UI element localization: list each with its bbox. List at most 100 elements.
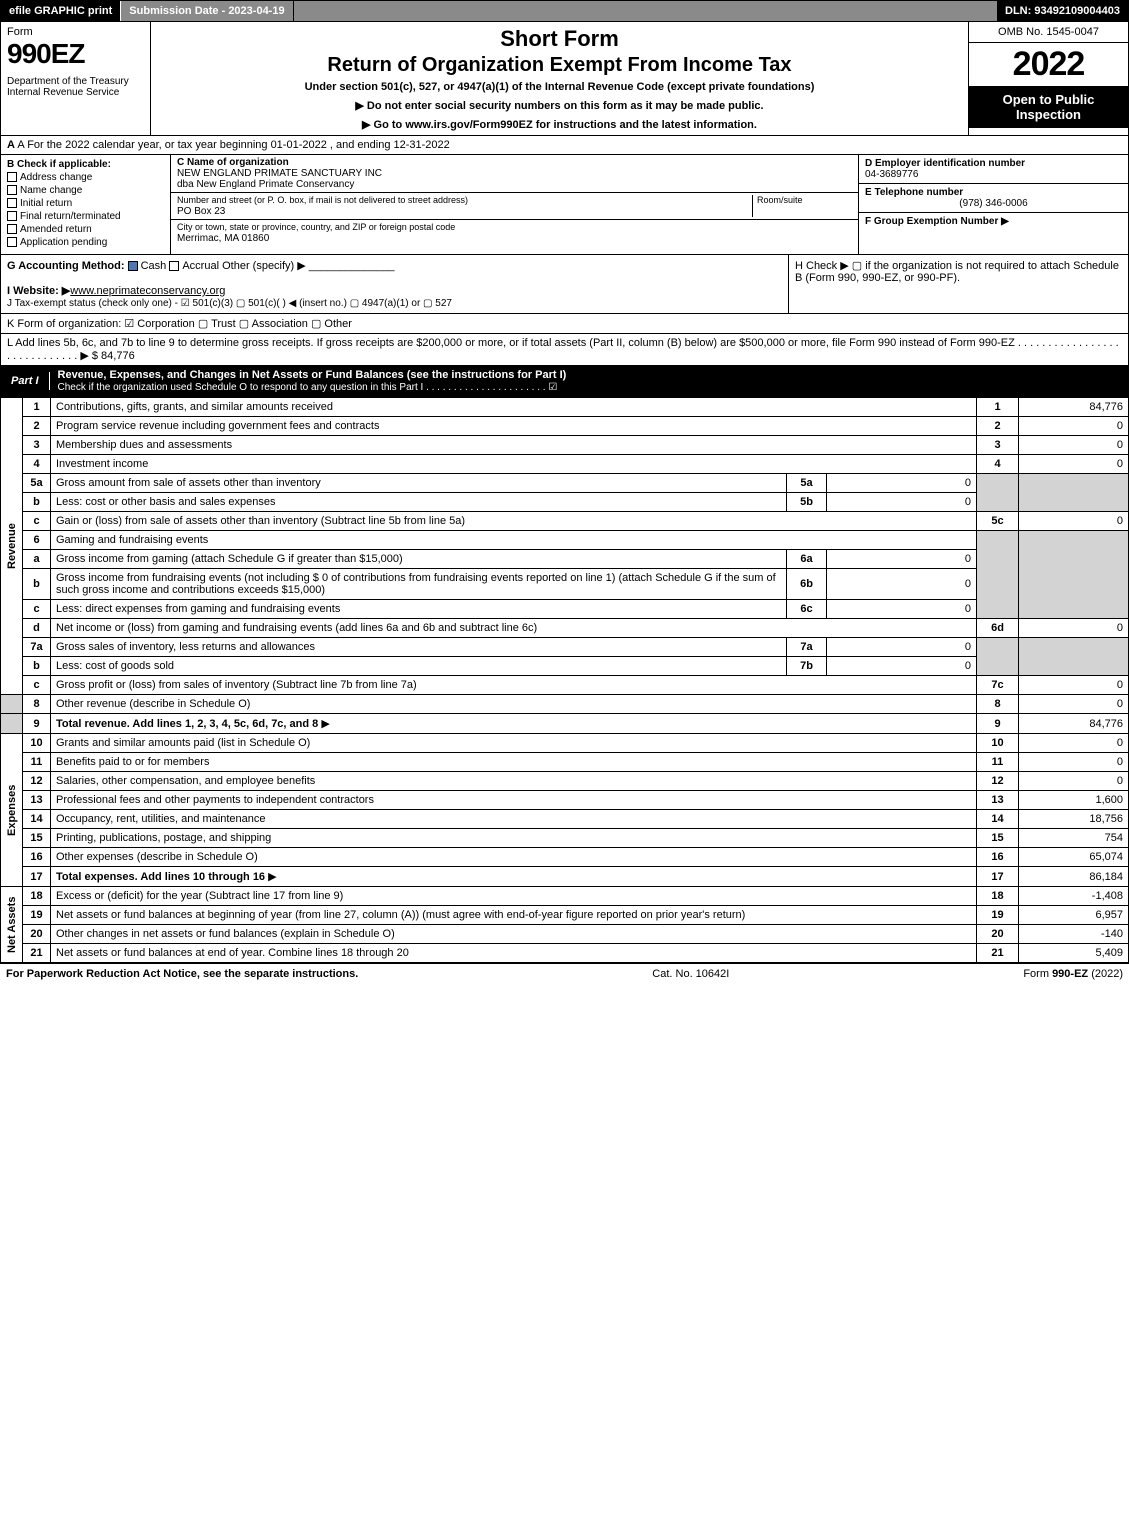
line-13-amt: 1,600	[1019, 791, 1129, 810]
line-5b-desc: Less: cost or other basis and sales expe…	[51, 493, 787, 512]
line-2-desc: Program service revenue including govern…	[51, 417, 977, 436]
row-g-label: G Accounting Method:	[7, 260, 125, 272]
chk-final-return[interactable]: Final return/terminated	[7, 211, 164, 222]
line-10-amt: 0	[1019, 734, 1129, 753]
footer-right: Form 990-EZ (2022)	[1023, 968, 1123, 980]
row-j: J Tax-exempt status (check only one) - ☑…	[7, 298, 452, 309]
box-b-label: B Check if applicable:	[7, 159, 111, 170]
ein-value: 04-3689776	[865, 169, 918, 180]
expenses-section-label: Expenses	[1, 734, 23, 887]
chk-accrual[interactable]	[169, 261, 179, 271]
phone-value: (978) 346-0006	[865, 198, 1122, 209]
netassets-section-label: Net Assets	[1, 887, 23, 963]
box-b: B Check if applicable: Address change Na…	[1, 155, 171, 254]
chk-amended-return[interactable]: Amended return	[7, 224, 164, 235]
form-number: 990EZ	[7, 38, 144, 70]
line-7b-sub: 0	[827, 657, 977, 676]
line-4-amt: 0	[1019, 455, 1129, 474]
line-12-amt: 0	[1019, 772, 1129, 791]
part-i-bar: Part I Revenue, Expenses, and Changes in…	[0, 366, 1129, 397]
line-16-amt: 65,074	[1019, 848, 1129, 867]
line-8-amt: 0	[1019, 695, 1129, 714]
part-i-label: Part I	[1, 372, 50, 390]
header-left: Form 990EZ Department of the Treasury In…	[1, 22, 151, 135]
line-15-amt: 754	[1019, 829, 1129, 848]
line-7c-desc: Gross profit or (loss) from sales of inv…	[51, 676, 977, 695]
form-word: Form	[7, 26, 144, 38]
line-2-amt: 0	[1019, 417, 1129, 436]
line-18-desc: Excess or (deficit) for the year (Subtra…	[51, 887, 977, 906]
line-19-amt: 6,957	[1019, 906, 1129, 925]
chk-address-change[interactable]: Address change	[7, 172, 164, 183]
website-value[interactable]: www.neprimateconservancy.org	[70, 285, 225, 297]
chk-application-pending[interactable]: Application pending	[7, 237, 164, 248]
line-7b-desc: Less: cost of goods sold	[51, 657, 787, 676]
line-19-desc: Net assets or fund balances at beginning…	[51, 906, 977, 925]
line-5a-sub: 0	[827, 474, 977, 493]
chk-initial-return[interactable]: Initial return	[7, 198, 164, 209]
line-6d-amt: 0	[1019, 619, 1129, 638]
header-sub2a: ▶ Do not enter social security numbers o…	[157, 99, 962, 112]
line-5b-sub: 0	[827, 493, 977, 512]
line-11-amt: 0	[1019, 753, 1129, 772]
line-12-desc: Salaries, other compensation, and employ…	[51, 772, 977, 791]
chk-cash[interactable]	[128, 261, 138, 271]
line-5c-desc: Gain or (loss) from sale of assets other…	[51, 512, 977, 531]
line-6d-desc: Net income or (loss) from gaming and fun…	[51, 619, 977, 638]
part-i-table: Revenue 1Contributions, gifts, grants, a…	[0, 397, 1129, 963]
row-l: L Add lines 5b, 6c, and 7b to line 9 to …	[0, 334, 1129, 366]
topbar-spacer	[294, 1, 997, 21]
tax-year: 2022	[969, 43, 1128, 86]
submission-date: Submission Date - 2023-04-19	[121, 1, 293, 21]
line-18-amt: -1,408	[1019, 887, 1129, 906]
line-21-amt: 5,409	[1019, 944, 1129, 963]
line-6b-desc: Gross income from fundraising events (no…	[51, 569, 787, 600]
line-6c-desc: Less: direct expenses from gaming and fu…	[51, 600, 787, 619]
dept-label: Department of the Treasury Internal Reve…	[7, 76, 144, 98]
omb-number: OMB No. 1545-0047	[969, 22, 1128, 43]
box-def: D Employer identification number04-36897…	[858, 155, 1128, 254]
revenue-section-label: Revenue	[1, 398, 23, 695]
header-sub2b: ▶ Go to www.irs.gov/Form990EZ for instru…	[157, 118, 962, 131]
addr-label: Number and street (or P. O. box, if mail…	[177, 195, 468, 205]
line-9-desc: Total revenue. Add lines 1, 2, 3, 4, 5c,…	[51, 714, 977, 734]
line-6b-sub: 0	[827, 569, 977, 600]
org-city: Merrimac, MA 01860	[177, 233, 269, 244]
line-1-amt: 84,776	[1019, 398, 1129, 417]
line-7a-sub: 0	[827, 638, 977, 657]
row-k: K Form of organization: ☑ Corporation ▢ …	[0, 314, 1129, 334]
return-title: Return of Organization Exempt From Incom…	[157, 54, 962, 77]
chk-name-change[interactable]: Name change	[7, 185, 164, 196]
box-c-label: C Name of organization	[177, 157, 289, 168]
line-11-desc: Benefits paid to or for members	[51, 753, 977, 772]
line-1-desc: Contributions, gifts, grants, and simila…	[51, 398, 977, 417]
efile-button[interactable]: efile GRAPHIC print	[1, 1, 121, 21]
other-label: Other (specify) ▶	[222, 260, 306, 272]
line-5a-desc: Gross amount from sale of assets other t…	[51, 474, 787, 493]
row-i-label: I Website: ▶	[7, 285, 70, 297]
box-c: C Name of organization NEW ENGLAND PRIMA…	[171, 155, 858, 254]
line-4-desc: Investment income	[51, 455, 977, 474]
org-address: PO Box 23	[177, 206, 225, 217]
line-7a-desc: Gross sales of inventory, less returns a…	[51, 638, 787, 657]
footer-left: For Paperwork Reduction Act Notice, see …	[6, 968, 358, 980]
dln-label: DLN: 93492109004403	[997, 1, 1128, 21]
line-5c-amt: 0	[1019, 512, 1129, 531]
room-label: Room/suite	[757, 195, 803, 205]
footer-mid: Cat. No. 10642I	[652, 968, 729, 980]
org-dba: dba New England Primate Conservancy	[177, 179, 354, 190]
cash-label: Cash	[141, 260, 167, 272]
line-17-desc: Total expenses. Add lines 10 through 16 …	[51, 867, 977, 887]
line-6a-desc: Gross income from gaming (attach Schedul…	[51, 550, 787, 569]
row-a: A A For the 2022 calendar year, or tax y…	[0, 136, 1129, 155]
line-3-amt: 0	[1019, 436, 1129, 455]
top-bar: efile GRAPHIC print Submission Date - 20…	[0, 0, 1129, 22]
line-14-amt: 18,756	[1019, 810, 1129, 829]
line-16-desc: Other expenses (describe in Schedule O)	[51, 848, 977, 867]
header-sub1: Under section 501(c), 527, or 4947(a)(1)…	[157, 81, 962, 93]
city-label: City or town, state or province, country…	[177, 222, 455, 232]
line-6c-sub: 0	[827, 600, 977, 619]
line-21-desc: Net assets or fund balances at end of ye…	[51, 944, 977, 963]
section-gh: G Accounting Method: Cash Accrual Other …	[0, 255, 1129, 314]
line-10-desc: Grants and similar amounts paid (list in…	[51, 734, 977, 753]
